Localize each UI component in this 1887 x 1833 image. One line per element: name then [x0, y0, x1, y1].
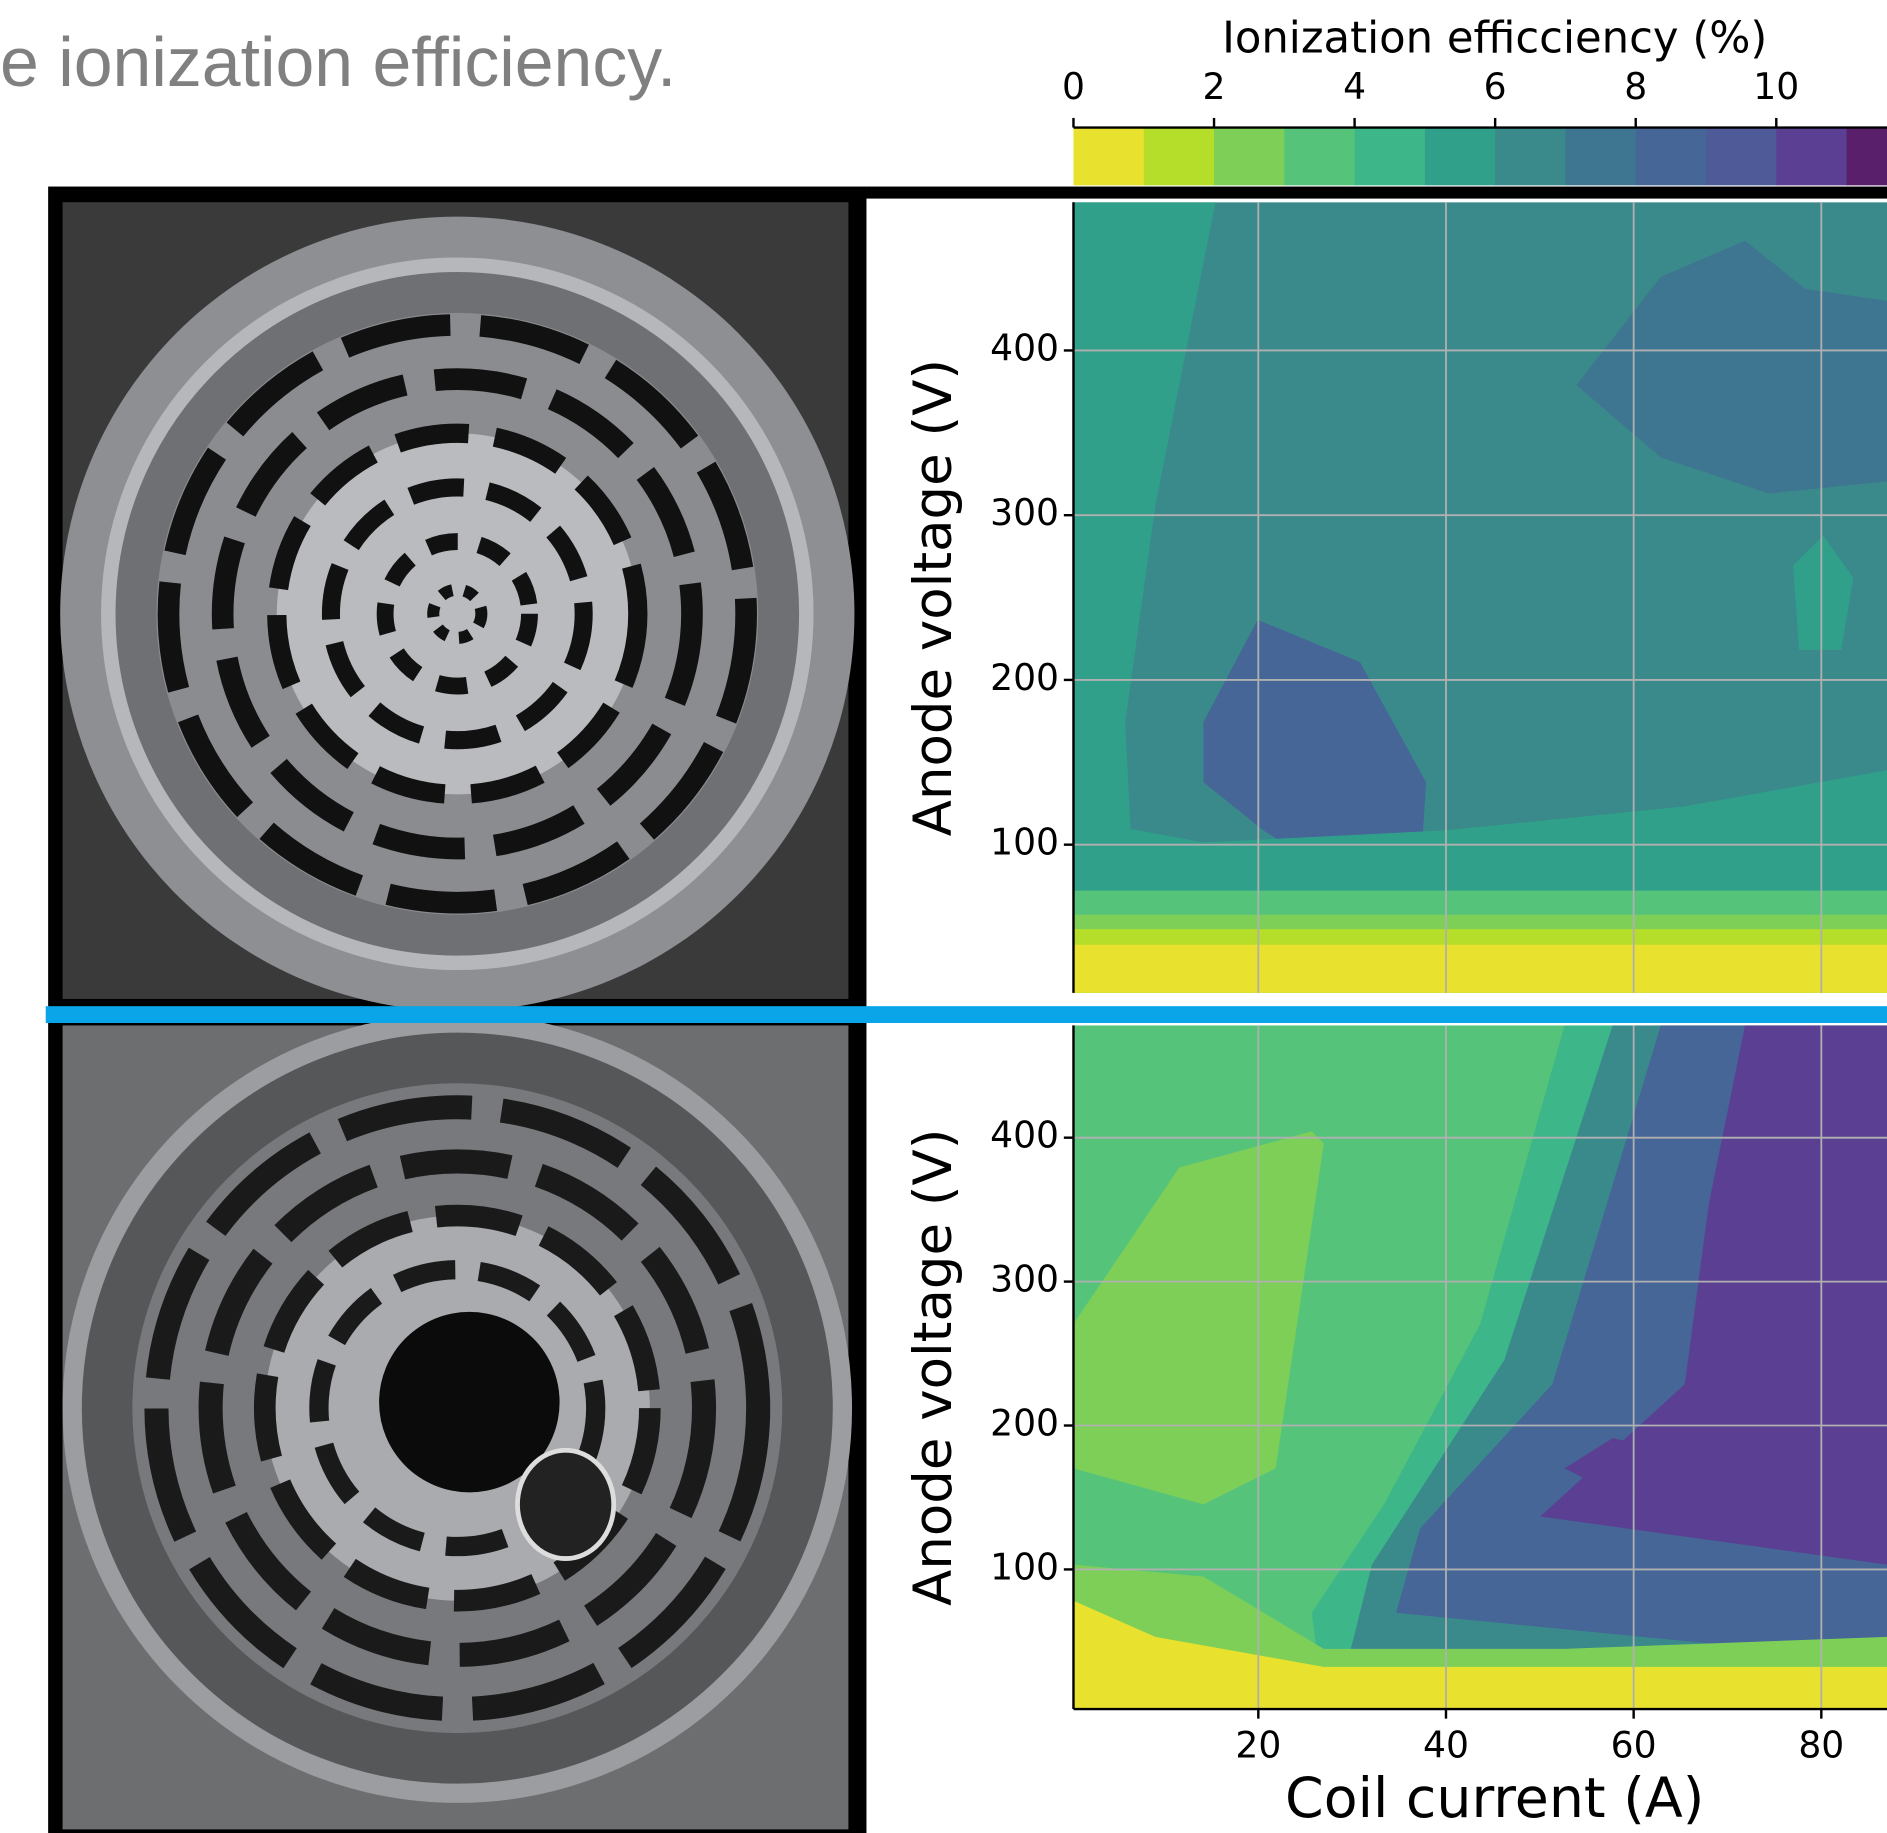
y-axis-label: Anode voltage (V) [903, 1129, 964, 1606]
x-tick-label: 40 [1423, 1724, 1469, 1767]
colorbar-tick-label: 4 [1343, 65, 1366, 108]
colorbar-tick-label: 6 [1484, 65, 1507, 108]
x-tick-label: 60 [1611, 1724, 1657, 1767]
colorbar-bin [1354, 127, 1426, 186]
colorbar-bin [1424, 127, 1496, 186]
colorbar-bin [1073, 127, 1145, 186]
contour-fill [1073, 1025, 1887, 1710]
colorbar-bin [1776, 127, 1848, 186]
anode-after [62, 1013, 853, 1803]
y-tick-label: 400 [990, 1114, 1059, 1157]
y-tick-label: 200 [990, 656, 1059, 699]
frame-top [866, 186, 1887, 199]
y-tick-label: 400 [990, 326, 1059, 369]
x-tick-label: 80 [1798, 1724, 1844, 1767]
colorbar-tick-label: 0 [1062, 65, 1085, 108]
caption: e ionization efficiency. [0, 23, 676, 101]
colorbar-tick-label: 2 [1203, 65, 1226, 108]
x-tick-label: 20 [1235, 1724, 1281, 1767]
y-tick-label: 100 [990, 1545, 1059, 1588]
y-tick-label: 300 [990, 491, 1059, 534]
colorbar-bin [1143, 127, 1215, 186]
colorbar-label: Ionization efficciency (%) [1222, 13, 1767, 63]
contour-fill [1073, 202, 1887, 993]
colorbar-tick-label: 10 [1753, 65, 1799, 108]
colorbar-bin [1706, 127, 1777, 186]
colorbar-bin [1635, 127, 1707, 186]
colorbar-tick-label: 8 [1624, 65, 1647, 108]
y-axis-label: Anode voltage (V) [903, 359, 964, 836]
y-tick-label: 200 [990, 1402, 1059, 1445]
colorbar-bin [1214, 127, 1285, 186]
x-axis-label: Coil current (A) [1285, 1767, 1704, 1831]
y-tick-label: 300 [990, 1258, 1059, 1301]
colorbar-bin [1565, 127, 1637, 186]
colorbar-bin [1495, 127, 1567, 186]
colorbar-bin [1284, 127, 1356, 186]
y-tick-label: 100 [990, 821, 1059, 864]
colorbar-bin [1846, 127, 1887, 186]
anode-before [60, 216, 855, 1011]
divider [45, 1006, 1887, 1024]
